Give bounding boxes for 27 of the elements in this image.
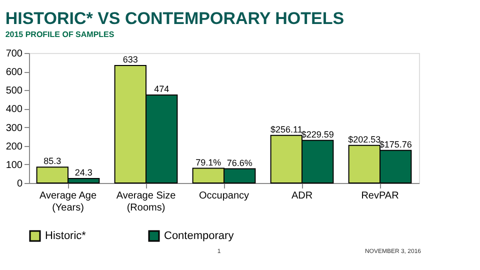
data-label: 76.6% <box>226 158 252 168</box>
x-tick-label: Average Size (Rooms) <box>116 190 176 214</box>
x-tick-label: Average Age (Years) <box>39 190 97 214</box>
y-tick-label: 200 <box>6 141 23 152</box>
data-label: $256.11 <box>270 124 302 134</box>
legend-label: Historic* <box>45 230 87 242</box>
x-tick-label: Occupancy <box>198 190 250 202</box>
y-tick-label: 300 <box>6 122 23 134</box>
data-label: 79.1% <box>196 157 222 168</box>
chart-subtitle: 2015 PROFILE OF SAMPLES <box>5 30 115 39</box>
y-tick-label: 100 <box>6 160 23 171</box>
x-tick-label: RevPAR <box>361 190 399 202</box>
y-tick-label: 500 <box>6 86 23 97</box>
x-tick-label: ADR <box>291 190 313 202</box>
data-label: $202.53 <box>348 134 381 144</box>
legend-label: Contemporary <box>164 230 234 242</box>
data-label: $229.59 <box>301 129 334 140</box>
y-tick-label: 0 <box>16 178 23 190</box>
data-label: 24.3 <box>74 167 92 178</box>
data-label: 85.3 <box>44 156 62 166</box>
y-tick-label: 400 <box>6 104 23 116</box>
data-label: $175.76 <box>379 139 412 150</box>
data-label: 633 <box>122 54 138 64</box>
data-label: 474 <box>154 84 170 94</box>
chart-title: HISTORIC* VS CONTEMPORARY HOTELS <box>5 9 344 28</box>
y-tick-label: 600 <box>6 67 23 78</box>
y-tick-label: 700 <box>6 48 23 60</box>
